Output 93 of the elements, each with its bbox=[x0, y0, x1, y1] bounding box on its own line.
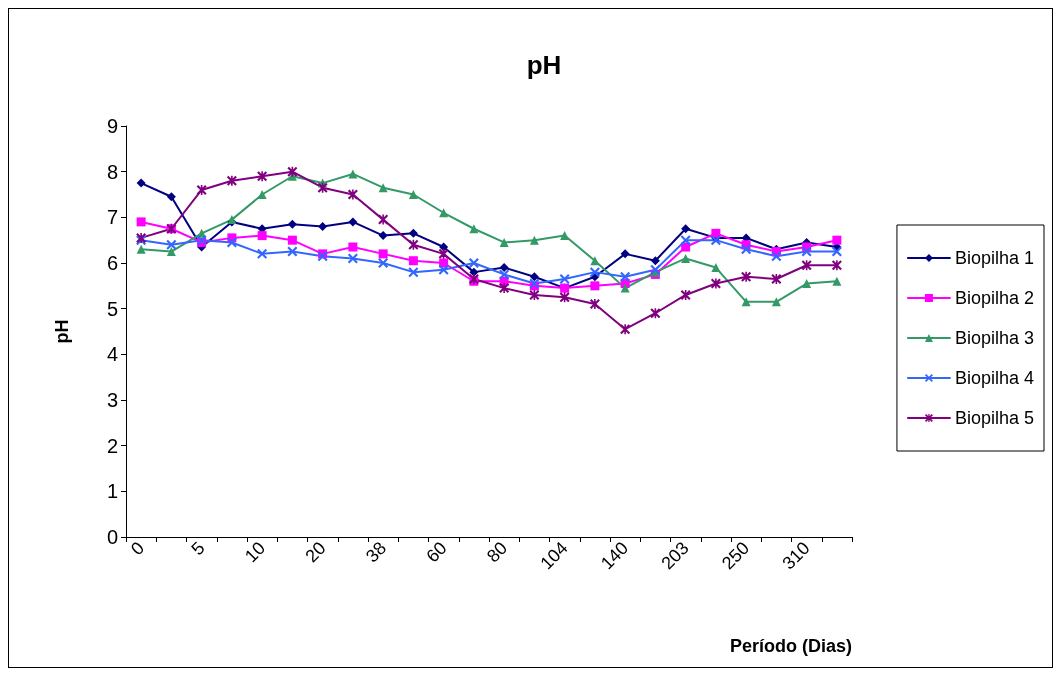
y-tick-label: 6 bbox=[106, 252, 118, 274]
point bbox=[590, 256, 600, 266]
legend-label: Biopilha 4 bbox=[954, 368, 1034, 388]
point bbox=[832, 235, 842, 245]
point bbox=[318, 221, 328, 231]
y-tick-label: 1 bbox=[106, 480, 118, 503]
point bbox=[831, 246, 842, 257]
point bbox=[378, 249, 388, 259]
y-axis-title: pH bbox=[52, 319, 72, 344]
point bbox=[257, 171, 268, 182]
x-tick-label: 250 bbox=[717, 537, 754, 574]
legend-label: Biopilha 3 bbox=[954, 328, 1034, 348]
chart-title: pH bbox=[526, 50, 562, 80]
point bbox=[287, 219, 297, 229]
legend-label: Biopilha 1 bbox=[954, 248, 1034, 268]
point bbox=[257, 190, 267, 199]
point bbox=[529, 272, 539, 282]
x-axis-title: Período (Dias) bbox=[729, 636, 852, 656]
point bbox=[771, 251, 782, 262]
point bbox=[499, 283, 510, 294]
legend-label: Biopilha 5 bbox=[954, 408, 1034, 428]
legend-label: Biopilha 2 bbox=[954, 288, 1034, 308]
y-tick-label: 4 bbox=[106, 343, 118, 366]
point bbox=[469, 224, 479, 234]
point bbox=[347, 189, 358, 200]
point bbox=[831, 260, 842, 271]
x-tick-label: 60 bbox=[422, 537, 451, 567]
x-tick-label: 203 bbox=[657, 537, 693, 574]
point bbox=[257, 248, 268, 259]
point bbox=[226, 175, 237, 186]
point bbox=[136, 217, 146, 227]
point bbox=[832, 276, 842, 286]
point bbox=[620, 324, 631, 335]
y-tick-label: 7 bbox=[106, 206, 118, 229]
x-tick-label: 38 bbox=[361, 537, 391, 567]
point bbox=[408, 267, 419, 278]
point bbox=[650, 256, 660, 266]
x-tick-label: 10 bbox=[240, 537, 270, 567]
point bbox=[166, 239, 177, 250]
point bbox=[348, 242, 358, 252]
point bbox=[711, 263, 721, 273]
x-tick-label: 140 bbox=[596, 537, 633, 574]
point bbox=[741, 244, 752, 255]
point bbox=[166, 192, 176, 202]
point bbox=[438, 264, 449, 275]
point bbox=[166, 247, 176, 257]
point bbox=[136, 178, 146, 188]
point bbox=[802, 279, 812, 289]
y-tick-label: 5 bbox=[106, 297, 118, 320]
x-tick-label: 80 bbox=[482, 537, 512, 567]
point bbox=[499, 237, 509, 247]
point bbox=[499, 269, 510, 280]
point bbox=[559, 273, 570, 284]
point bbox=[378, 214, 389, 225]
point bbox=[589, 299, 600, 310]
y-tick-label: 9 bbox=[106, 115, 118, 137]
point bbox=[499, 263, 509, 273]
point bbox=[439, 242, 449, 252]
point bbox=[801, 246, 812, 257]
point bbox=[589, 267, 600, 278]
point bbox=[408, 228, 418, 238]
point bbox=[257, 231, 267, 241]
point bbox=[226, 237, 237, 248]
x-tick-label: 310 bbox=[778, 537, 814, 574]
point bbox=[408, 190, 418, 199]
point bbox=[681, 224, 691, 234]
point bbox=[529, 235, 539, 245]
point bbox=[680, 235, 691, 246]
point bbox=[620, 249, 630, 259]
point bbox=[348, 217, 358, 227]
y-tick-label: 2 bbox=[106, 434, 118, 457]
point bbox=[710, 278, 721, 289]
point bbox=[378, 231, 388, 241]
point bbox=[408, 256, 418, 266]
point bbox=[287, 235, 297, 245]
x-tick-label: 20 bbox=[301, 537, 330, 567]
point bbox=[468, 258, 479, 268]
y-tick-label: 3 bbox=[106, 389, 118, 411]
x-tick-label: 5 bbox=[187, 537, 209, 560]
point bbox=[136, 244, 146, 254]
point bbox=[347, 253, 358, 264]
x-tick-label: 104 bbox=[536, 537, 572, 574]
point bbox=[378, 258, 389, 268]
point bbox=[560, 231, 570, 241]
point bbox=[681, 253, 691, 263]
point bbox=[620, 271, 631, 282]
point bbox=[378, 183, 388, 193]
point bbox=[590, 281, 600, 291]
y-tick-label: 8 bbox=[106, 160, 118, 183]
point bbox=[741, 271, 752, 282]
x-tick-label: 0 bbox=[126, 537, 149, 560]
point bbox=[287, 246, 298, 257]
point bbox=[620, 283, 630, 293]
